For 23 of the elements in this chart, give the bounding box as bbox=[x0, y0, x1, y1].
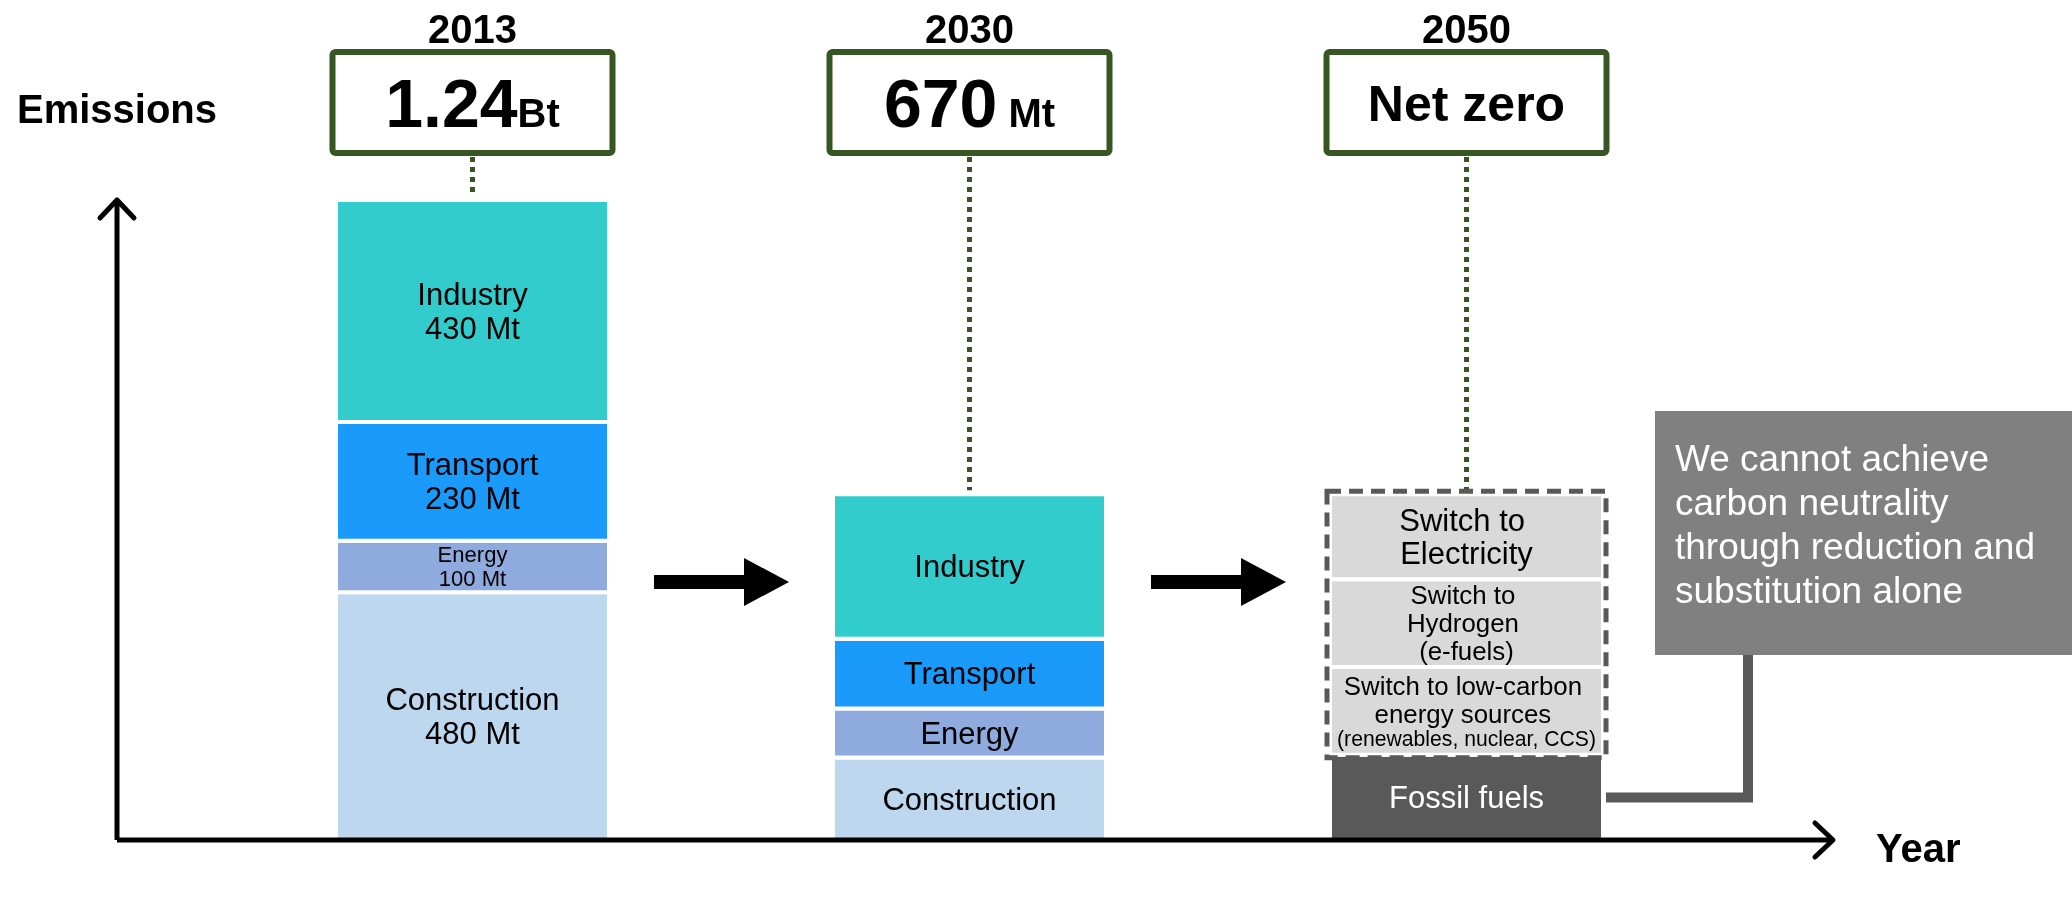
text: Transport bbox=[406, 447, 539, 483]
x-tick-label: 2030 bbox=[925, 7, 1014, 51]
series-label: Switch to Hydrogen (e-fuels) bbox=[1406, 581, 1527, 666]
x-tick-label: 2013 bbox=[428, 7, 517, 51]
text: Energy bbox=[920, 715, 1019, 751]
annotation: We cannot achieve carbon neutrality through reduction and substitution alone bbox=[1655, 411, 2072, 655]
series-label: Fossil fuels bbox=[1388, 780, 1545, 816]
y-axis-title: Emissions bbox=[16, 87, 218, 131]
x-axis-title: Year bbox=[1876, 826, 1961, 870]
data-label: 100 Mt bbox=[438, 566, 507, 592]
series-label: Industry bbox=[914, 549, 1026, 585]
annotation: 670 Mt bbox=[883, 64, 1056, 141]
annotation: 1.24Bt bbox=[385, 64, 560, 141]
text: Construction bbox=[385, 682, 560, 718]
series-label: Energy bbox=[437, 542, 508, 568]
text: Industry bbox=[417, 277, 528, 313]
series-label: Switch to Electricity bbox=[1399, 502, 1534, 572]
x-tick-label: 2050 bbox=[1422, 7, 1511, 51]
annotation: Net zero bbox=[1367, 75, 1566, 132]
series-label: Construction bbox=[882, 781, 1057, 817]
data-label: 480 Mt bbox=[425, 715, 521, 751]
series-label: Transport bbox=[903, 656, 1036, 692]
series-label: Switch to low-carbon energy sources (renewables, nuclear, CCS) bbox=[1337, 671, 1596, 752]
